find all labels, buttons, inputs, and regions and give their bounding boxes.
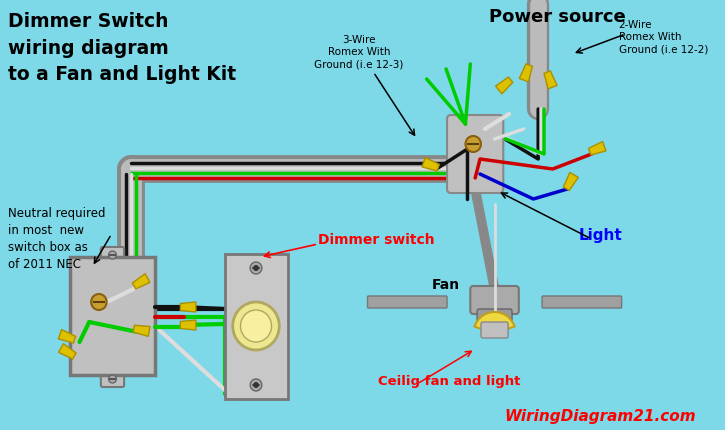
Circle shape <box>233 302 279 350</box>
Text: WiringDiagram21.com: WiringDiagram21.com <box>505 408 696 423</box>
Text: Dimmer Switch
wiring diagram
to a Fan and Light Kit: Dimmer Switch wiring diagram to a Fan an… <box>8 12 236 84</box>
Text: Dimmer switch: Dimmer switch <box>318 233 435 246</box>
Text: Light: Light <box>579 227 623 243</box>
FancyBboxPatch shape <box>477 309 512 327</box>
Text: 3-Wire
Romex With
Ground (i.e 12-3): 3-Wire Romex With Ground (i.e 12-3) <box>314 35 404 70</box>
Polygon shape <box>133 326 150 337</box>
Polygon shape <box>422 158 439 172</box>
FancyBboxPatch shape <box>447 116 503 194</box>
FancyBboxPatch shape <box>70 258 155 375</box>
Text: Power source: Power source <box>489 8 626 26</box>
FancyBboxPatch shape <box>481 322 508 338</box>
FancyBboxPatch shape <box>368 296 447 308</box>
Circle shape <box>91 294 107 310</box>
Circle shape <box>109 252 117 259</box>
FancyBboxPatch shape <box>471 286 519 314</box>
Circle shape <box>109 375 117 383</box>
Text: Fan: Fan <box>431 277 460 291</box>
Text: Neutral required
in most  new
switch box as
of 2011 NEC: Neutral required in most new switch box … <box>8 206 105 270</box>
Circle shape <box>250 379 262 391</box>
Polygon shape <box>496 78 513 95</box>
FancyBboxPatch shape <box>542 296 621 308</box>
Circle shape <box>253 265 259 271</box>
FancyBboxPatch shape <box>101 247 124 264</box>
Polygon shape <box>181 320 196 330</box>
Polygon shape <box>58 330 75 343</box>
Circle shape <box>250 262 262 274</box>
Polygon shape <box>181 302 196 312</box>
Circle shape <box>465 137 481 153</box>
Text: 2-Wire
Romex With
Ground (i.e 12-2): 2-Wire Romex With Ground (i.e 12-2) <box>618 20 708 55</box>
FancyBboxPatch shape <box>225 255 288 399</box>
Polygon shape <box>563 173 579 191</box>
FancyBboxPatch shape <box>101 371 124 387</box>
Circle shape <box>253 382 259 388</box>
Wedge shape <box>474 312 515 334</box>
Polygon shape <box>59 344 76 359</box>
Polygon shape <box>133 274 150 289</box>
Text: Ceilig fan and light: Ceilig fan and light <box>378 374 521 387</box>
Polygon shape <box>544 72 557 90</box>
Polygon shape <box>589 142 606 156</box>
Polygon shape <box>519 65 532 83</box>
Circle shape <box>241 310 272 342</box>
